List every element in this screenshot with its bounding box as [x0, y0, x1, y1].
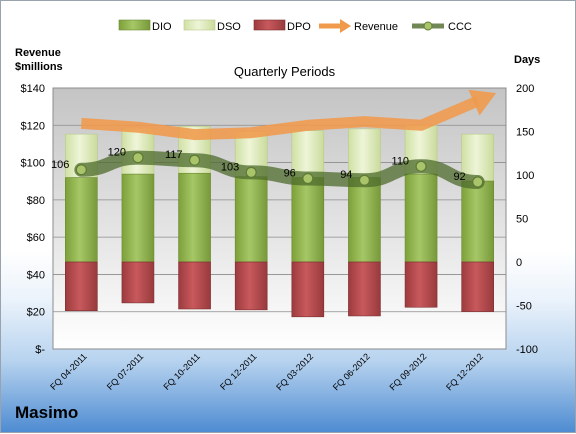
ccc-point — [358, 174, 371, 186]
ccc-point — [245, 166, 257, 178]
ccc-data-label: 117 — [165, 149, 183, 161]
bar-dpo — [178, 261, 211, 310]
ccc-data-label: 110 — [392, 155, 410, 167]
right-tick-label: -100 — [516, 344, 538, 356]
legend-label-ccc: CCC — [448, 21, 472, 33]
ccc-data-label: 120 — [108, 147, 126, 159]
category-label: FQ 04-2011 — [48, 351, 89, 392]
left-tick-label: $20 — [27, 307, 45, 319]
bar-dpo — [65, 261, 98, 312]
company-name: Masimo — [15, 403, 79, 422]
bar-dio — [234, 176, 268, 263]
left-axis-title: $millions — [15, 61, 63, 73]
bar-dso — [348, 128, 381, 178]
ccc-point — [188, 154, 201, 166]
legend-swatch-dpo — [253, 19, 286, 31]
legend-swatch-ccc-marker — [423, 21, 433, 31]
bar-dio — [65, 177, 98, 263]
ccc-point — [472, 176, 484, 188]
legend-swatch-dso — [183, 19, 216, 31]
ccc-point — [75, 164, 87, 176]
bar-dpo — [348, 261, 381, 317]
bar-dio — [291, 177, 325, 263]
category-label: FQ 12-2012 — [444, 351, 485, 392]
ccc-point — [415, 160, 427, 172]
revenue-line — [80, 96, 480, 141]
legend-label-dpo: DPO — [287, 21, 311, 33]
legend-swatch-dio — [118, 19, 151, 31]
ccc-data-label: 94 — [340, 169, 352, 181]
category-label: FQ 10-2011 — [161, 351, 202, 392]
bar-dso — [291, 130, 325, 178]
bar-dio — [348, 177, 381, 263]
left-tick-label: $- — [35, 344, 45, 356]
category-label: FQ 09-2012 — [387, 351, 428, 392]
plot-area — [52, 87, 507, 350]
legend: DIO DSO DPO Revenue CCC — [118, 19, 472, 33]
bar-dio — [178, 172, 211, 263]
category-label: FQ 12-2011 — [218, 351, 259, 392]
right-tick-label: 0 — [516, 257, 522, 269]
legend-swatch-revenue-head — [340, 19, 351, 33]
ccc-point — [302, 172, 314, 185]
ccc-data-label: 103 — [221, 161, 239, 173]
right-tick-label: 50 — [516, 214, 528, 226]
bar-dio — [121, 173, 155, 263]
bar-dio — [461, 180, 494, 263]
bar-dso — [461, 133, 494, 182]
bar-dio — [404, 173, 438, 263]
bar-dpo — [404, 261, 438, 308]
legend-label-dio: DIO — [152, 21, 172, 33]
category-label: FQ 07-2011 — [105, 351, 146, 392]
ccc-data-label: 106 — [51, 159, 69, 171]
revenue-arrowhead — [468, 89, 497, 116]
left-tick-label: $60 — [27, 232, 45, 244]
left-tick-label: $120 — [21, 120, 45, 132]
left-tick-label: $40 — [27, 269, 45, 281]
right-tick-label: 150 — [516, 127, 534, 139]
right-tick-label: -50 — [516, 301, 532, 313]
bar-dpo — [234, 261, 268, 311]
right-tick-label: 100 — [516, 170, 534, 182]
ccc-data-label: 96 — [284, 167, 296, 179]
right-tick-label: 200 — [516, 83, 534, 95]
category-label: FQ 06-2012 — [331, 351, 372, 392]
bar-dpo — [291, 261, 325, 318]
left-tick-label: $140 — [21, 83, 45, 95]
legend-label-revenue: Revenue — [354, 21, 398, 33]
left-axis-title: Revenue — [15, 47, 61, 59]
bar-dpo — [461, 261, 494, 312]
ccc-data-label: 92 — [453, 171, 465, 183]
category-label: FQ 03-2012 — [274, 351, 315, 392]
ccc-point — [132, 152, 144, 164]
right-axis-title: Days — [514, 54, 540, 66]
legend-label-dso: DSO — [217, 21, 241, 33]
left-tick-label: $100 — [21, 158, 45, 170]
chart-title: Quarterly Periods — [234, 64, 336, 79]
left-tick-label: $80 — [27, 195, 45, 207]
bar-dpo — [121, 261, 155, 304]
